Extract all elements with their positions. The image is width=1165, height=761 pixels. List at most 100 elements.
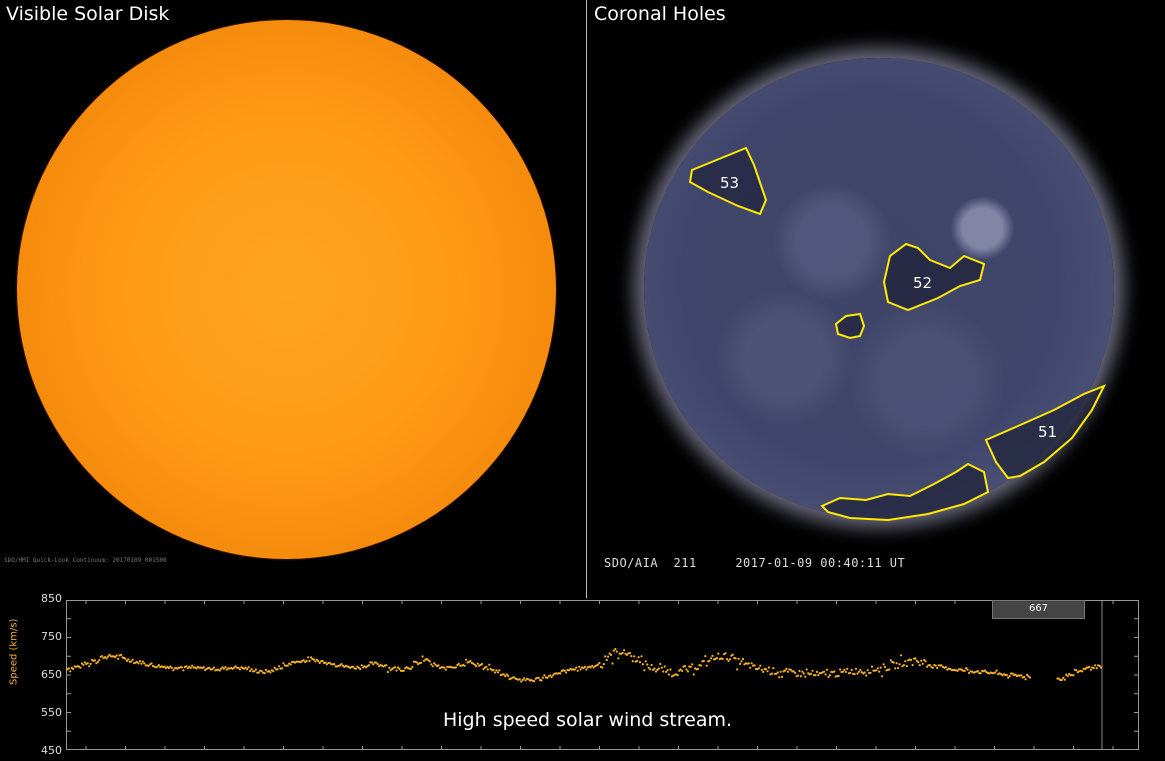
speed-data-point: [431, 665, 434, 668]
speed-data-point: [1088, 665, 1091, 669]
speed-data-point: [715, 656, 719, 660]
speed-data-point: [585, 668, 588, 671]
speed-data-point: [546, 676, 549, 679]
speed-data-point: [325, 663, 328, 666]
speed-data-point: [202, 666, 205, 669]
speed-data-point: [656, 668, 659, 671]
speed-data-point: [550, 676, 553, 679]
speed-data-point: [396, 666, 400, 669]
speed-data-point: [827, 675, 830, 679]
speed-data-point: [302, 659, 305, 662]
speed-data-point: [280, 667, 284, 670]
speed-data-point: [505, 673, 508, 676]
speed-data-point: [249, 669, 252, 673]
speed-data-point: [157, 664, 160, 667]
speed-data-point: [724, 652, 727, 655]
speed-data-point: [486, 668, 489, 671]
speed-data-point: [269, 671, 272, 674]
speed-data-point: [496, 671, 500, 674]
speed-data-point: [843, 668, 846, 671]
speed-data-point: [783, 669, 787, 672]
speed-data-point: [775, 672, 778, 675]
speed-data-point: [804, 675, 807, 678]
speed-data-point: [263, 672, 266, 675]
speed-data-point: [914, 657, 917, 660]
panel-divider: [586, 0, 587, 598]
speed-data-point: [667, 673, 671, 676]
speed-data-point: [683, 665, 687, 668]
speed-data-point: [137, 662, 140, 665]
speed-data-point: [231, 667, 234, 670]
speed-data-point: [737, 657, 740, 660]
speed-data-point: [565, 671, 568, 674]
speed-data-point: [208, 667, 211, 670]
speed-data-point: [894, 667, 897, 670]
speed-data-point: [328, 661, 331, 664]
speed-data-point: [899, 654, 903, 657]
coronal-hole-53-label: 53: [720, 174, 739, 192]
speed-data-point: [902, 664, 906, 667]
speed-data-point: [654, 670, 658, 673]
speed-data-point: [757, 667, 761, 670]
speed-data-point: [710, 657, 713, 660]
visible-disk-title: Visible Solar Disk: [6, 3, 170, 25]
speed-data-point: [640, 655, 643, 658]
speed-data-point: [185, 665, 188, 668]
speed-data-point: [488, 663, 491, 666]
speed-data-point: [518, 678, 521, 681]
speed-data-point: [360, 664, 363, 667]
speed-data-point: [370, 661, 373, 664]
coronal-hole-52-outline: [882, 242, 986, 312]
speed-data-point: [846, 667, 849, 670]
speed-data-point: [778, 676, 781, 679]
speed-data-point: [309, 656, 313, 659]
speed-data-point: [796, 674, 800, 677]
speed-data-point: [870, 665, 874, 668]
speed-data-point: [472, 662, 475, 665]
speed-data-point: [104, 656, 107, 659]
hmi-source-caption: SDO/HMI Quick-Look Continuum: 20170109_0…: [4, 557, 167, 564]
speed-data-point: [601, 666, 604, 669]
speed-data-point: [482, 667, 485, 671]
speed-data-point: [480, 662, 484, 666]
speed-data-point: [828, 674, 832, 677]
speed-data-point: [888, 668, 891, 671]
speed-data-point: [662, 670, 665, 673]
speed-data-point: [276, 668, 279, 671]
coronal-hole-overlay: 53 52 51: [688, 146, 1107, 522]
speed-data-point: [475, 665, 478, 668]
speed-data-point: [359, 667, 362, 671]
coronal-holes-panel: 53 52 51 SDO/AIA 211 2017-01-09 00:40:11…: [588, 0, 1165, 596]
speed-data-point: [794, 671, 797, 674]
speed-data-point: [779, 670, 782, 673]
speed-data-point: [1026, 673, 1029, 676]
speed-data-point: [976, 670, 979, 673]
speed-data-point: [911, 664, 914, 667]
speed-data-points: [66, 647, 1103, 683]
speed-data-point: [736, 668, 739, 671]
speed-data-point: [420, 661, 423, 664]
speed-data-point: [649, 668, 652, 671]
speed-data-point: [88, 665, 91, 668]
speed-data-point: [785, 667, 788, 670]
speed-data-point: [507, 674, 510, 677]
speed-data-point: [138, 660, 141, 663]
speed-data-point: [125, 659, 128, 662]
y-tick-450: 450: [41, 744, 62, 757]
speed-data-point: [386, 670, 389, 674]
speed-data-point: [979, 672, 982, 675]
speed-data-point: [524, 679, 527, 682]
speed-data-point: [115, 654, 118, 657]
speed-data-point: [398, 667, 401, 670]
speed-data-point: [135, 660, 139, 664]
speed-data-point: [663, 665, 666, 668]
aia-instrument-label: SDO/AIA 211 2017-01-09 00:40:11 UT: [604, 556, 906, 570]
speed-data-point: [98, 659, 101, 662]
speed-data-point: [799, 675, 803, 678]
speed-data-point: [272, 670, 275, 673]
speed-data-point: [878, 670, 881, 673]
speed-data-point: [734, 657, 737, 660]
speed-data-point: [762, 670, 765, 673]
speed-data-point: [1094, 664, 1097, 667]
speed-data-point: [798, 669, 801, 673]
